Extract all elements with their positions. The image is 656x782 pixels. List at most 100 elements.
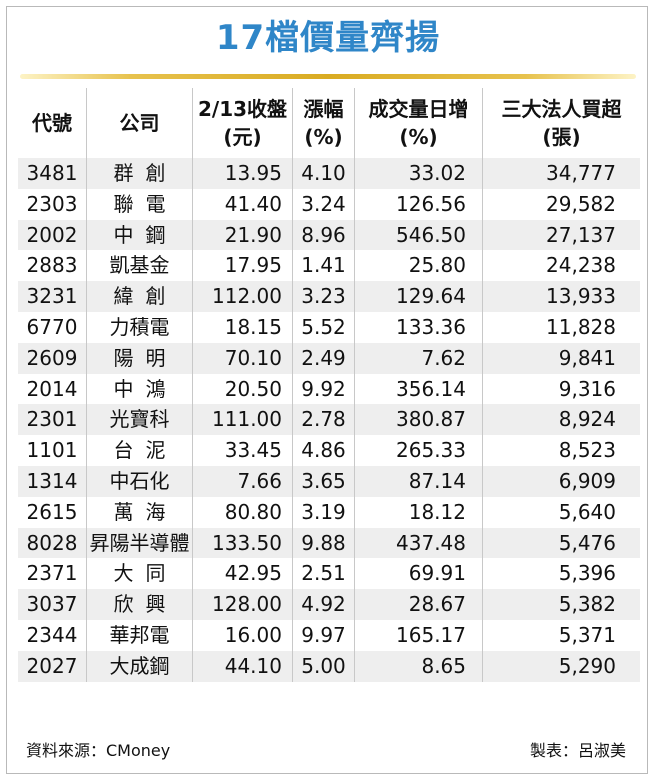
cell-close: 18.15 <box>192 311 292 343</box>
table-row: 2002 中鋼 21.90 8.96 546.50 27,137 <box>18 219 640 251</box>
header-volume: 成交量日增 (%) <box>354 88 482 158</box>
cell-volume: 133.36 <box>354 311 482 343</box>
cell-institutional: 6,909 <box>482 465 640 497</box>
cell-change: 9.92 <box>292 373 354 405</box>
cell-close: 128.00 <box>192 589 292 620</box>
cell-company: 大成鋼 <box>86 650 192 682</box>
cell-volume: 380.87 <box>354 404 482 436</box>
cell-change: 9.97 <box>292 619 354 651</box>
cell-volume: 165.17 <box>354 619 482 651</box>
cell-change: 3.23 <box>292 281 354 312</box>
cell-volume: 546.50 <box>354 219 482 251</box>
cell-institutional: 5,396 <box>482 558 640 590</box>
table-row: 1101 台泥 33.45 4.86 265.33 8,523 <box>18 435 640 466</box>
header-change: 漲幅 (%) <box>292 88 354 158</box>
cell-company: 萬海 <box>86 496 192 528</box>
cell-institutional: 11,828 <box>482 311 640 343</box>
cell-code: 2344 <box>18 619 86 651</box>
table-header: 代號 公司 2/13收盤 (元) 漲幅 (%) 成交量日增 (%) 三大法人買超… <box>18 88 640 158</box>
cell-volume: 126.56 <box>354 188 482 220</box>
cell-code: 3037 <box>18 589 86 620</box>
table-row: 3037 欣興 128.00 4.92 28.67 5,382 <box>18 589 640 620</box>
table-row: 2371 大同 42.95 2.51 69.91 5,396 <box>18 558 640 590</box>
cell-volume: 18.12 <box>354 496 482 528</box>
table-row: 3481 群創 13.95 4.10 33.02 34,777 <box>18 158 640 189</box>
source-note: 資料來源：CMoney <box>26 741 171 760</box>
cell-company: 大同 <box>86 558 192 590</box>
cell-institutional: 29,582 <box>482 188 640 220</box>
cell-code: 8028 <box>18 527 86 559</box>
cell-institutional: 5,290 <box>482 650 640 682</box>
cell-code: 2014 <box>18 373 86 405</box>
cell-close: 21.90 <box>192 219 292 251</box>
cell-change: 2.49 <box>292 342 354 374</box>
cell-code: 2027 <box>18 650 86 682</box>
table-row: 2609 陽明 70.10 2.49 7.62 9,841 <box>18 342 640 374</box>
cell-volume: 129.64 <box>354 281 482 312</box>
cell-volume: 265.33 <box>354 435 482 466</box>
cell-institutional: 8,523 <box>482 435 640 466</box>
cell-code: 2303 <box>18 188 86 220</box>
cell-volume: 69.91 <box>354 558 482 590</box>
cell-institutional: 9,841 <box>482 342 640 374</box>
header-code: 代號 <box>18 88 86 158</box>
cell-volume: 8.65 <box>354 650 482 682</box>
header-company: 公司 <box>86 88 192 158</box>
cell-close: 111.00 <box>192 404 292 436</box>
cell-close: 20.50 <box>192 373 292 405</box>
cell-change: 3.19 <box>292 496 354 528</box>
cell-close: 133.50 <box>192 527 292 559</box>
cell-company: 中鴻 <box>86 373 192 405</box>
cell-institutional: 5,476 <box>482 527 640 559</box>
cell-volume: 33.02 <box>354 158 482 189</box>
cell-company: 台泥 <box>86 435 192 466</box>
cell-change: 5.00 <box>292 650 354 682</box>
cell-close: 70.10 <box>192 342 292 374</box>
cell-institutional: 9,316 <box>482 373 640 405</box>
cell-change: 1.41 <box>292 250 354 282</box>
cell-company: 凱基金 <box>86 250 192 282</box>
cell-volume: 87.14 <box>354 465 482 497</box>
header-close: 2/13收盤 (元) <box>192 88 292 158</box>
cell-institutional: 24,238 <box>482 250 640 282</box>
table-row: 1314 中石化 7.66 3.65 87.14 6,909 <box>18 465 640 497</box>
table-frame <box>6 6 648 774</box>
stock-table: 代號 公司 2/13收盤 (元) 漲幅 (%) 成交量日增 (%) 三大法人買超… <box>18 88 640 682</box>
page-title: 17檔價量齊揚 <box>215 18 441 58</box>
cell-change: 3.65 <box>292 465 354 497</box>
cell-close: 80.80 <box>192 496 292 528</box>
cell-change: 8.96 <box>292 219 354 251</box>
table-row: 2883 凱基金 17.95 1.41 25.80 24,238 <box>18 250 640 282</box>
cell-company: 光寶科 <box>86 404 192 436</box>
cell-company: 陽明 <box>86 342 192 374</box>
cell-change: 9.88 <box>292 527 354 559</box>
cell-close: 13.95 <box>192 158 292 189</box>
cell-change: 5.52 <box>292 311 354 343</box>
cell-close: 17.95 <box>192 250 292 282</box>
table-body: 3481 群創 13.95 4.10 33.02 34,777 2303 聯電 41.40 3.2… <box>18 158 640 682</box>
cell-code: 6770 <box>18 311 86 343</box>
cell-code: 2615 <box>18 496 86 528</box>
table-row: 2301 光寶科 111.00 2.78 380.87 8,924 <box>18 404 640 436</box>
table-row: 3231 緯創 112.00 3.23 129.64 13,933 <box>18 281 640 312</box>
cell-institutional: 13,933 <box>482 281 640 312</box>
cell-close: 44.10 <box>192 650 292 682</box>
cell-change: 3.24 <box>292 188 354 220</box>
cell-volume: 25.80 <box>354 250 482 282</box>
cell-institutional: 27,137 <box>482 219 640 251</box>
cell-institutional: 5,371 <box>482 619 640 651</box>
cell-close: 42.95 <box>192 558 292 590</box>
cell-volume: 7.62 <box>354 342 482 374</box>
cell-institutional: 34,777 <box>482 158 640 189</box>
maker-note: 製表：呂淑美 <box>529 741 626 760</box>
table-row: 6770 力積電 18.15 5.52 133.36 11,828 <box>18 311 640 343</box>
cell-change: 2.51 <box>292 558 354 590</box>
cell-close: 16.00 <box>192 619 292 651</box>
cell-institutional: 8,924 <box>482 404 640 436</box>
cell-close: 41.40 <box>192 188 292 220</box>
cell-code: 2883 <box>18 250 86 282</box>
cell-close: 33.45 <box>192 435 292 466</box>
cell-company: 力積電 <box>86 311 192 343</box>
cell-company: 中鋼 <box>86 219 192 251</box>
cell-company: 中石化 <box>86 465 192 497</box>
